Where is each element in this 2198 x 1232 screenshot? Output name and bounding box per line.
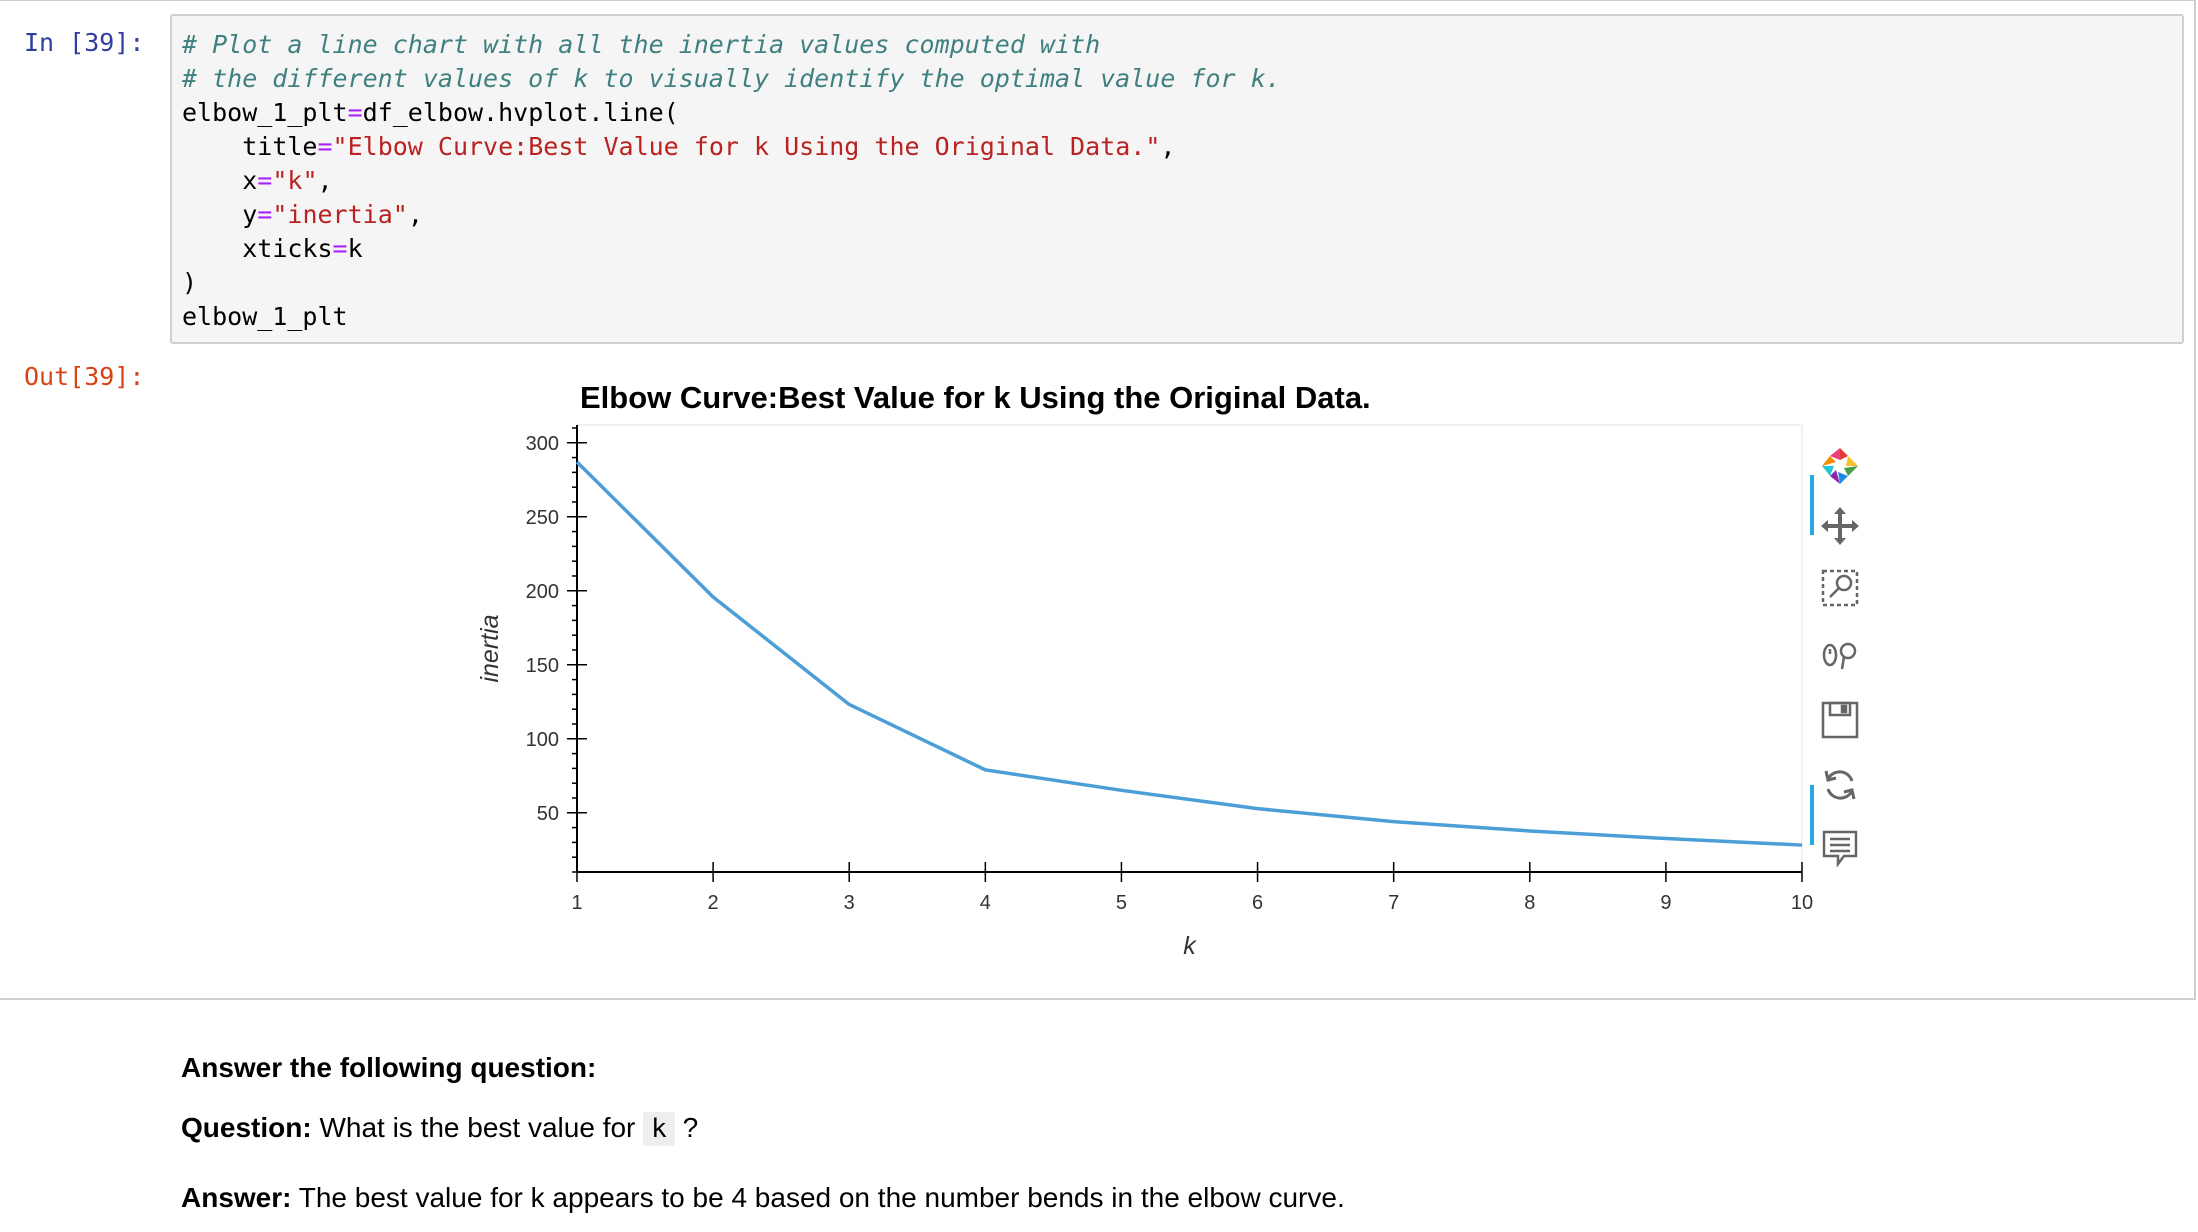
- code-token: df_elbow.hvplot.line(: [362, 98, 679, 127]
- save-icon[interactable]: [1820, 700, 1860, 740]
- pan-icon[interactable]: [1820, 506, 1860, 546]
- question-text: What is the best value for: [311, 1112, 644, 1143]
- code-text[interactable]: # Plot a line chart with all the inertia…: [182, 28, 1281, 334]
- question-label: Question:: [181, 1112, 312, 1143]
- markdown-heading: Answer the following question:: [181, 1052, 596, 1084]
- box-zoom-icon[interactable]: [1820, 568, 1860, 608]
- x-tick-label: 9: [1660, 892, 1671, 914]
- code-string: "Elbow Curve:Best Value for k Using the …: [332, 132, 1161, 161]
- code-token: xticks: [242, 234, 333, 263]
- y-tick-label: 100: [526, 729, 559, 751]
- code-comment: # Plot a line chart with all the inertia…: [182, 30, 1101, 59]
- y-tick-label: 150: [526, 655, 559, 677]
- x-tick-label: 4: [980, 892, 991, 914]
- x-tick-label: 3: [844, 892, 855, 914]
- x-tick-label: 1: [571, 892, 582, 914]
- code-token: y: [242, 200, 258, 229]
- y-tick-label: 300: [526, 433, 559, 455]
- x-tick-label: 2: [708, 892, 719, 914]
- code-token: ): [182, 268, 198, 297]
- active-tool-indicator: [1810, 785, 1814, 845]
- code-token: elbow_1_plt: [182, 302, 348, 331]
- plot-frame: [576, 424, 1803, 873]
- y-tick-label: 250: [526, 507, 559, 529]
- code-token: ,: [407, 200, 423, 229]
- output-prompt: Out[39]:: [24, 362, 145, 391]
- code-string: "k": [272, 166, 318, 195]
- code-cell[interactable]: [0, 0, 2196, 1000]
- question-end: ?: [674, 1112, 699, 1143]
- x-tick-label: 5: [1116, 892, 1127, 914]
- line-chart[interactable]: 50 100 150 200 250 300 1 2 3 4 5 6 7 8 9 10 k inertia: [440, 370, 1900, 980]
- code-operator: =: [317, 132, 333, 161]
- code-token: ,: [1160, 132, 1176, 161]
- active-tool-indicator: [1810, 475, 1814, 535]
- answer-line: Answer: The best value for k appears to …: [181, 1182, 1345, 1214]
- x-axis-label: k: [1183, 932, 1197, 960]
- code-token: elbow_1_plt: [182, 98, 348, 127]
- y-axis-label: inertia: [476, 614, 504, 682]
- chart-title: Elbow Curve:Best Value for k Using the O…: [580, 380, 1371, 415]
- bokeh-logo-icon[interactable]: [1820, 446, 1860, 486]
- x-tick-label: 8: [1524, 892, 1535, 914]
- code-operator: =: [257, 166, 273, 195]
- code-token: ,: [317, 166, 333, 195]
- inline-code: k: [643, 1112, 675, 1146]
- chart-container[interactable]: Elbow Curve:Best Value for k Using the O…: [440, 370, 1900, 980]
- code-token: title: [242, 132, 318, 161]
- reset-icon[interactable]: [1820, 765, 1860, 805]
- wheel-zoom-icon[interactable]: [1820, 635, 1860, 675]
- code-token: k: [347, 234, 363, 263]
- chart-toolbar: [1810, 420, 1870, 868]
- answer-heading: Answer the following question:: [181, 1052, 597, 1083]
- x-tick-label: 6: [1252, 892, 1263, 914]
- answer-label: Answer:: [181, 1182, 292, 1213]
- answer-text: The best value for k appears to be 4 bas…: [291, 1182, 1345, 1213]
- y-tick-label: 50: [537, 803, 559, 825]
- hover-icon[interactable]: [1820, 828, 1860, 868]
- code-comment: # the different values of k to visually …: [182, 64, 1281, 93]
- code-operator: =: [257, 200, 273, 229]
- series-line: [575, 460, 1803, 847]
- x-tick-label: 7: [1388, 892, 1399, 914]
- code-editor[interactable]: # Plot a line chart with all the inertia…: [170, 14, 2184, 344]
- input-prompt: In [39]:: [24, 28, 145, 57]
- x-tick-label: 10: [1791, 892, 1813, 914]
- code-operator: =: [347, 98, 363, 127]
- code-token: x: [242, 166, 258, 195]
- y-tick-label: 200: [526, 581, 559, 603]
- code-operator: =: [332, 234, 348, 263]
- code-string: "inertia": [272, 200, 408, 229]
- question-line: Question: What is the best value for k ?: [181, 1112, 699, 1146]
